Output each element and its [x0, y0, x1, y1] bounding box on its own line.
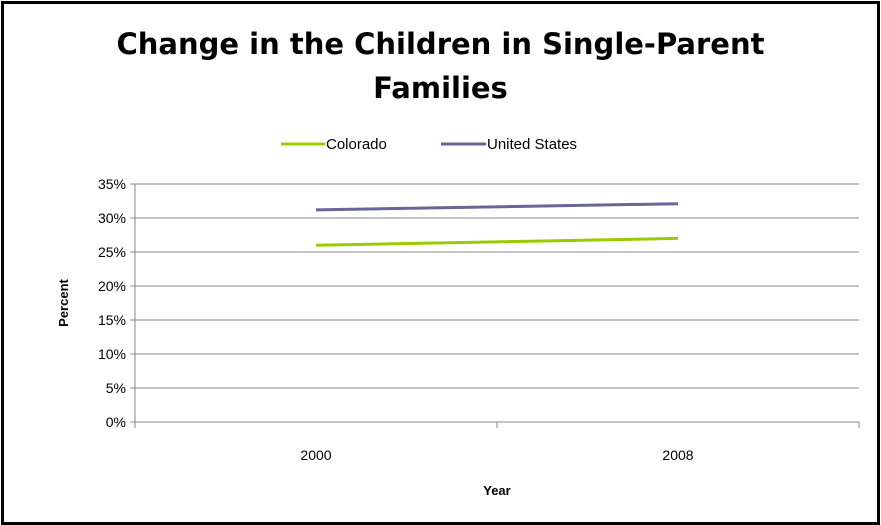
y-tick-label: 15%: [98, 312, 126, 328]
legend-label: Colorado: [326, 136, 387, 153]
x-tick-label: 2008: [662, 447, 693, 463]
legend-label: United States: [487, 136, 577, 153]
y-tick-label: 25%: [98, 244, 126, 260]
y-tick-label: 20%: [98, 278, 126, 294]
y-tick-label: 35%: [98, 176, 126, 192]
legend: Colorado United States: [281, 136, 577, 153]
y-axis-title: Percent: [56, 278, 71, 326]
x-axis-title: Year: [483, 483, 510, 498]
chart-title: Change in the Children in Single-Parent …: [0, 22, 881, 110]
y-tick-label: 10%: [98, 346, 126, 362]
y-tick-label: 5%: [106, 380, 126, 396]
series-lines: [315, 202, 679, 247]
gridlines: [135, 183, 859, 389]
chart-title-line-2: Families: [373, 71, 508, 105]
axes: [130, 183, 860, 428]
x-tick-label: 2000: [300, 447, 331, 463]
series-line-1: [315, 202, 679, 212]
x-tick-labels: 2000 2008: [300, 447, 693, 463]
y-tick-label: 0%: [106, 414, 126, 430]
y-tick-label: 30%: [98, 210, 126, 226]
y-tick-labels: 0% 5% 10% 15% 20% 25% 30% 35%: [98, 176, 126, 430]
chart-title-line-1: Change in the Children in Single-Parent: [116, 27, 765, 61]
series-line-0: [315, 236, 679, 247]
